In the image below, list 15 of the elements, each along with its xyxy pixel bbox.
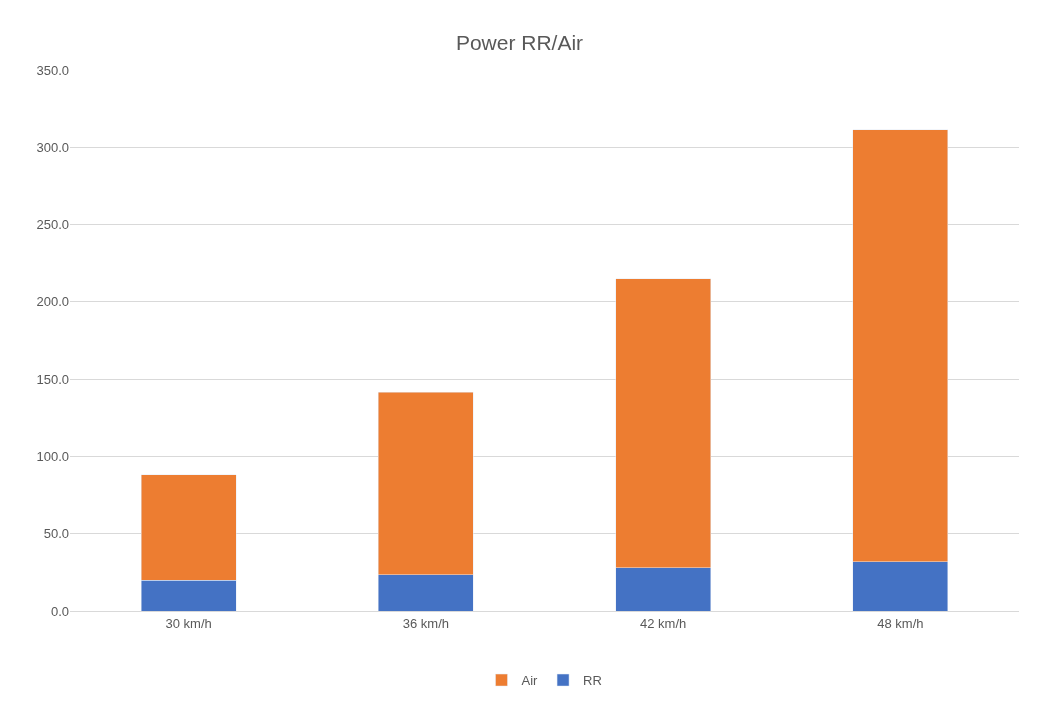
y-tick-label: 200.0 xyxy=(36,294,69,310)
chart-title: Power RR/Air xyxy=(455,31,584,55)
y-tick-label: 150.0 xyxy=(36,371,69,387)
x-tick-label: 36 km/h xyxy=(402,615,450,631)
y-tick-label: 50.0 xyxy=(43,526,69,542)
y-tick-label: 100.0 xyxy=(36,448,69,464)
y-tick-label: 350.0 xyxy=(36,62,69,78)
y-tick-label: 0.0 xyxy=(50,603,69,619)
x-tick-label: 30 km/h xyxy=(165,615,212,631)
y-tick-label: 250.0 xyxy=(36,217,69,233)
x-tick-label: 48 km/h xyxy=(877,615,924,631)
y-tick-label: 300.0 xyxy=(36,139,69,155)
legend-label: RR xyxy=(583,673,602,689)
x-tick-label: 42 km/h xyxy=(640,615,687,631)
legend-label: Air xyxy=(521,673,539,689)
